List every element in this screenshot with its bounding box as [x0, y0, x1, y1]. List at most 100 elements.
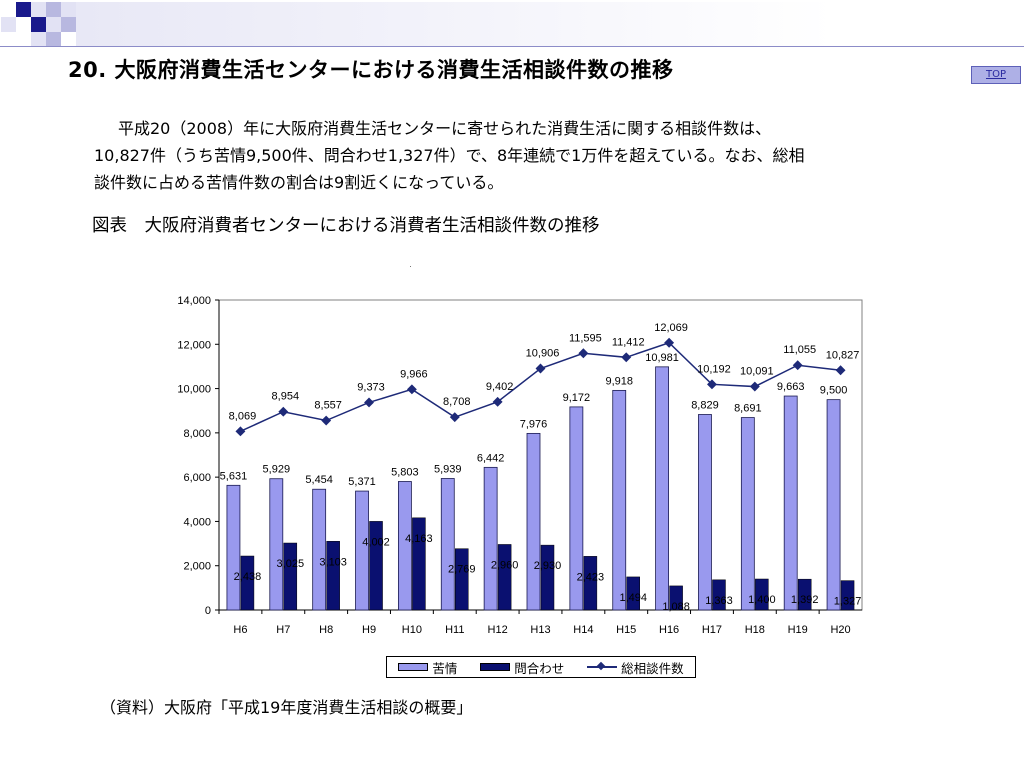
- bar-inquiry: [412, 517, 426, 611]
- bar-complaint: [483, 466, 498, 611]
- x-tick-label: H19: [788, 624, 808, 636]
- data-label-total: 9,402: [486, 381, 514, 393]
- point-total: [749, 381, 760, 392]
- data-label-inquiry: 2,769: [448, 564, 476, 576]
- data-label-total: 12,069: [654, 322, 688, 334]
- paragraph-line-3: 談件数に占める苦情件数の割合は9割近くになっている。: [94, 173, 504, 192]
- legend-label-total: 総相談件数: [621, 660, 684, 676]
- legend-item-complaint: 苦情: [398, 658, 457, 677]
- bar-inquiry: [755, 578, 769, 611]
- paragraph-line-2: 10,827件（うち苦情9,500件、問合わせ1,327件）で、8年連続で1万件…: [94, 146, 805, 165]
- data-label-total: 10,827: [826, 349, 860, 361]
- point-total: [792, 360, 803, 371]
- data-label-inquiry: 1,327: [834, 596, 862, 608]
- point-total: [235, 426, 246, 437]
- y-tick-label: 12,000: [177, 339, 211, 351]
- chart-legend: 苦情 問合わせ 総相談件数: [386, 656, 696, 678]
- point-total: [621, 352, 632, 363]
- legend-item-inquiry: 問合わせ: [480, 658, 564, 677]
- bar-inquiry: [540, 544, 555, 611]
- data-label-total: 11,595: [569, 332, 602, 344]
- data-label-complaint: 5,939: [434, 463, 462, 475]
- bar-complaint: [826, 399, 841, 611]
- point-total: [492, 396, 503, 407]
- y-tick-label: 2,000: [183, 561, 211, 573]
- bar-complaint: [526, 432, 541, 611]
- x-tick-label: H10: [402, 624, 422, 636]
- x-tick-label: H14: [573, 624, 593, 636]
- header-divider: [0, 46, 1024, 47]
- bar-inquiry: [497, 544, 512, 611]
- y-tick-label: 4,000: [183, 516, 211, 528]
- point-total: [321, 415, 332, 426]
- point-total: [535, 363, 546, 374]
- x-tick-label: H12: [488, 624, 508, 636]
- bar-inquiry: [583, 556, 598, 611]
- x-tick-label: H18: [745, 624, 765, 636]
- x-tick-label: H20: [830, 624, 850, 636]
- data-label-inquiry: 4,163: [405, 533, 433, 545]
- data-label-complaint: 10,981: [645, 352, 679, 364]
- data-label-complaint: 8,691: [734, 403, 762, 415]
- data-label-complaint: 7,976: [520, 418, 548, 430]
- data-label-total: 10,091: [740, 366, 774, 378]
- data-label-inquiry: 1,363: [705, 595, 733, 607]
- bar-inquiry: [240, 555, 255, 611]
- data-label-complaint: 5,371: [348, 476, 376, 488]
- data-label-complaint: 9,918: [605, 375, 633, 387]
- data-label-total: 9,373: [357, 381, 385, 393]
- data-label-inquiry: 1,400: [748, 594, 776, 606]
- point-total: [578, 348, 589, 359]
- legend-label-inquiry: 問合わせ: [514, 660, 565, 676]
- point-total: [707, 379, 717, 390]
- data-label-inquiry: 2,423: [577, 571, 605, 583]
- x-tick-label: H8: [319, 624, 333, 636]
- paragraph-line-1: 平成20（2008）年に大阪府消費生活センターに寄せられた消費生活に関する相談件…: [118, 119, 772, 138]
- figure-title: 図表 大阪府消費者センターにおける消費者生活相談件数の推移: [92, 216, 600, 236]
- bar-complaint: [698, 414, 712, 611]
- x-tick-label: H9: [362, 624, 376, 636]
- bar-inquiry: [669, 585, 683, 611]
- stray-dot: [410, 266, 411, 267]
- legend-swatch-inquiry: [480, 663, 511, 671]
- data-label-total: 10,192: [697, 363, 731, 375]
- y-tick-label: 14,000: [177, 295, 211, 307]
- data-label-total: 9,966: [400, 368, 428, 380]
- data-label-complaint: 5,929: [263, 464, 291, 476]
- data-label-inquiry: 3,103: [319, 556, 347, 568]
- description-paragraph: 平成20（2008）年に大阪府消費生活センターに寄せられた消費生活に関する相談件…: [94, 115, 974, 196]
- y-tick-label: 6,000: [183, 472, 211, 484]
- data-label-complaint: 8,829: [691, 400, 719, 412]
- data-label-inquiry: 2,438: [234, 571, 262, 583]
- bar-complaint: [269, 478, 284, 611]
- data-label-total: 8,954: [272, 391, 300, 403]
- point-total: [278, 406, 289, 417]
- data-label-inquiry: 3,025: [277, 558, 305, 570]
- x-tick-label: H11: [445, 624, 464, 636]
- y-tick-label: 0: [205, 605, 211, 617]
- data-label-complaint: 5,631: [220, 470, 248, 482]
- bar-complaint: [440, 478, 455, 611]
- point-total: [835, 365, 846, 376]
- bar-inquiry: [840, 580, 855, 611]
- data-label-complaint: 9,663: [777, 381, 805, 393]
- page-title: 20. 大阪府消費生活センターにおける消費生活相談件数の推移: [68, 58, 674, 82]
- bar-complaint: [655, 366, 669, 611]
- data-label-inquiry: 1,494: [619, 592, 647, 604]
- bar-inquiry: [797, 578, 812, 611]
- data-label-complaint: 6,442: [477, 452, 505, 464]
- legend-swatch-total: [587, 662, 618, 672]
- top-link-button[interactable]: TOP: [971, 66, 1021, 84]
- bar-complaint: [612, 389, 627, 611]
- data-label-inquiry: 4,002: [362, 536, 390, 548]
- bar-inquiry: [626, 576, 640, 611]
- bar-inquiry: [369, 521, 383, 611]
- data-label-inquiry: 1,088: [662, 601, 690, 613]
- bar-complaint: [740, 417, 755, 611]
- source-note: （資料）大阪府「平成19年度消費生活相談の概要」: [100, 698, 473, 717]
- x-tick-label: H6: [233, 624, 247, 636]
- data-label-complaint: 9,500: [820, 385, 848, 397]
- y-tick-label: 8,000: [183, 428, 211, 440]
- bar-inquiry: [455, 548, 469, 611]
